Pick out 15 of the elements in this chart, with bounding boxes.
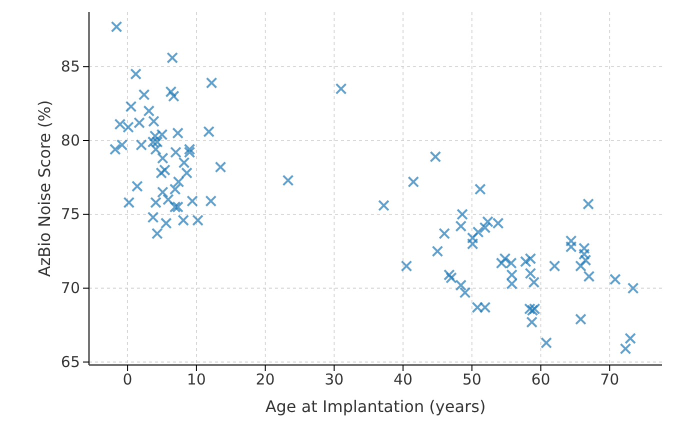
y-tick-label: 70	[60, 278, 80, 297]
x-tick-label: 0	[122, 370, 132, 389]
x-tick-label: 50	[462, 370, 482, 389]
x-tick-label: 20	[256, 370, 275, 389]
x-tick-label: 40	[394, 370, 413, 389]
y-tick-label: 65	[60, 352, 80, 371]
x-tick-label: 10	[186, 370, 206, 389]
x-tick-label: 30	[324, 370, 344, 389]
x-tick-label: 70	[600, 370, 620, 389]
y-axis-title: AzBio Noise Score (%)	[35, 100, 54, 277]
y-tick-label: 80	[60, 131, 80, 150]
y-tick-label: 85	[60, 57, 80, 76]
x-axis-title: Age at Implantation (years)	[265, 397, 486, 416]
y-tick-label: 75	[60, 205, 80, 224]
x-tick-label: 60	[531, 370, 550, 389]
